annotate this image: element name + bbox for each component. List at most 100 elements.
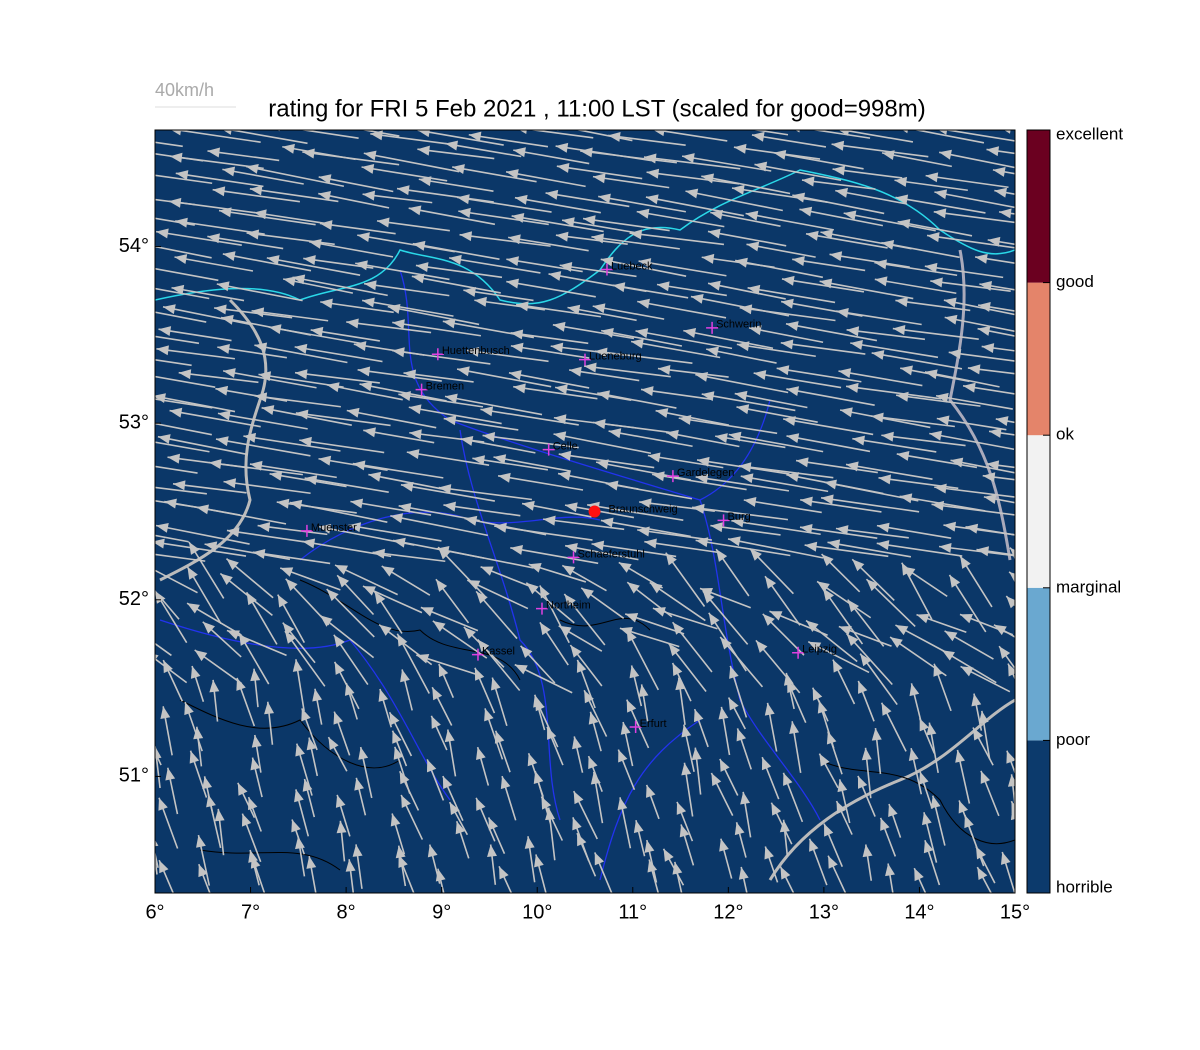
wind-arrow-head [977, 867, 988, 881]
wind-arrow [346, 321, 432, 334]
wind-arrow-head [539, 622, 551, 636]
wind-arrow-head [277, 594, 288, 608]
wind-arrow-head [403, 369, 417, 380]
wind-arrow-head [706, 346, 719, 357]
wind-arrow-head [732, 184, 745, 195]
wind-arrow-head [871, 350, 885, 360]
wind-arrow-head [400, 481, 414, 492]
wind-arrow [644, 540, 720, 554]
wind-arrow-head [222, 166, 236, 177]
wind-arrow [795, 459, 878, 474]
wind-arrow [510, 345, 590, 359]
wind-arrow [734, 259, 824, 279]
wind-arrow-head [354, 777, 365, 791]
wind-arrow [449, 257, 541, 274]
wind-arrow-head [900, 365, 913, 376]
wind-arrow [594, 350, 693, 364]
wind-arrow [636, 210, 725, 228]
wind-arrow-head [672, 662, 683, 676]
wind-arrow-head [516, 301, 529, 312]
city-marker [792, 646, 805, 659]
wind-arrow-head [780, 866, 791, 880]
city-marker [536, 602, 548, 615]
wind-arrow-head [761, 757, 772, 771]
wind-arrow [207, 235, 284, 250]
wind-arrow-head [597, 390, 610, 401]
map-features [116, 130, 1015, 893]
wind-arrow-head [618, 562, 632, 573]
wind-arrow-head [846, 633, 859, 647]
wind-arrow-head [964, 815, 974, 829]
wind-arrow-head [167, 453, 181, 464]
wind-arrow-head [212, 186, 226, 197]
wind-arrow [398, 393, 484, 408]
wind-arrow-head [829, 251, 843, 262]
wind-arrow [308, 240, 394, 258]
wind-arrow-head [977, 326, 991, 336]
wind-arrow [174, 256, 254, 272]
wind-arrow [934, 486, 1015, 498]
wind-arrow-head [740, 791, 751, 805]
wind-arrow [592, 175, 670, 189]
wind-arrow [468, 133, 549, 148]
wind-arrow-head [647, 859, 658, 873]
wind-arrow-head [545, 189, 559, 200]
wind-arrow-head [276, 498, 290, 509]
wind-arrow-head [629, 665, 640, 679]
wind-arrow-head [731, 517, 744, 528]
wind-arrow-head [555, 231, 569, 242]
wind-arrow-head [620, 722, 631, 735]
wind-arrow-head [583, 215, 596, 226]
wind-arrow [318, 176, 394, 193]
wind-arrow [392, 349, 491, 365]
wind-arrow-head [858, 680, 868, 694]
wind-arrow-head [837, 779, 848, 793]
wind-arrow-head [442, 776, 453, 790]
wind-arrow [838, 370, 923, 387]
wind-arrow-head [787, 680, 797, 694]
wind-arrow-head [304, 475, 318, 486]
wind-arrow-head [116, 432, 129, 442]
wind-arrow [326, 384, 403, 401]
wind-arrow-head [781, 275, 795, 286]
city-marker [567, 551, 580, 564]
wind-arrow-head [936, 392, 949, 403]
wind-arrow-head [836, 307, 849, 318]
wind-arrow-head [786, 472, 800, 482]
wind-arrow-head [824, 823, 834, 837]
wind-arrow-head [335, 565, 349, 575]
wind-arrow-head [226, 527, 240, 538]
wind-arrow-head [266, 255, 280, 265]
wind-arrow-head [467, 580, 481, 590]
wind-arrow-head [681, 762, 692, 776]
wind-arrow [266, 257, 361, 276]
wind-arrow [292, 276, 388, 297]
wind-arrow-head [592, 303, 606, 314]
wind-arrow-head [250, 757, 261, 771]
wind-arrow-head [631, 338, 644, 349]
city-label: Erfurt [640, 718, 667, 730]
wind-arrow-head [302, 538, 316, 549]
wind-arrow-head [393, 746, 404, 760]
wind-arrow-head [576, 659, 587, 673]
wind-arrow-head [716, 549, 728, 562]
wind-arrow-head [362, 297, 375, 308]
wind-arrow [655, 409, 730, 426]
wind-arrow-head [785, 321, 799, 331]
wind-arrow [701, 393, 796, 412]
colorbar-label: marginal [1056, 577, 1121, 596]
wind-arrow [172, 130, 261, 143]
wind-arrow-head [728, 536, 741, 547]
wind-arrow [249, 463, 337, 479]
wind-arrow-head [1009, 571, 1015, 583]
wind-arrow [155, 441, 210, 453]
coastline [155, 169, 1015, 305]
wind-arrow-head [458, 207, 471, 218]
wind-arrow [931, 503, 1015, 516]
wind-arrow [513, 149, 590, 165]
wind-arrow [643, 156, 741, 170]
wind-arrow-head [295, 836, 305, 850]
wind-arrow-head [368, 471, 382, 482]
x-tick-label: 15° [1000, 901, 1030, 923]
wind-arrow-head [710, 522, 723, 533]
